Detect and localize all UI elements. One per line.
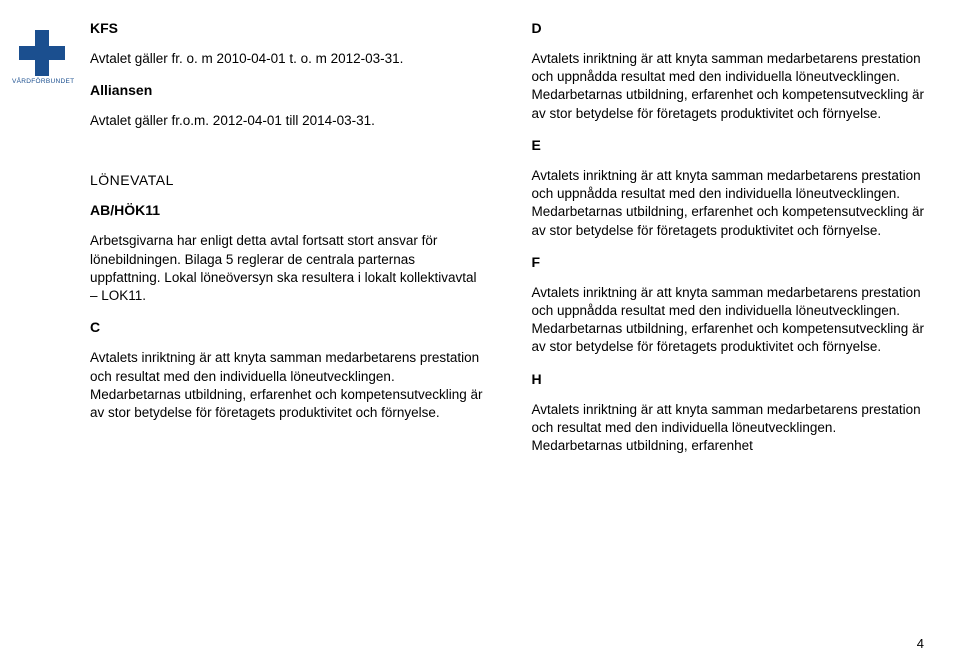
text-h: Avtalets inriktning är att knyta samman … — [532, 401, 926, 456]
heading-alliansen: Alliansen — [90, 82, 484, 98]
logo: VÅRDFÖRBUNDET — [12, 30, 72, 85]
page-number: 4 — [917, 636, 924, 651]
heading-lonevatal: LÖNEVATAL — [90, 172, 484, 188]
right-column: D Avtalets inriktning är att knyta samma… — [532, 20, 926, 469]
heading-abhok: AB/HÖK11 — [90, 202, 484, 218]
logo-text: VÅRDFÖRBUNDET — [12, 78, 72, 85]
heading-kfs: KFS — [90, 20, 484, 36]
text-kfs: Avtalet gäller fr. o. m 2010-04-01 t. o.… — [90, 50, 484, 68]
heading-f: F — [532, 254, 926, 270]
logo-cross-icon — [19, 30, 65, 76]
left-column: KFS Avtalet gäller fr. o. m 2010-04-01 t… — [90, 20, 484, 469]
heading-d: D — [532, 20, 926, 36]
page-content: KFS Avtalet gäller fr. o. m 2010-04-01 t… — [90, 20, 925, 469]
text-abhok: Arbetsgivarna har enligt detta avtal for… — [90, 232, 484, 305]
text-d: Avtalets inriktning är att knyta samman … — [532, 50, 926, 123]
heading-c: C — [90, 319, 484, 335]
heading-h: H — [532, 371, 926, 387]
text-c: Avtalets inriktning är att knyta samman … — [90, 349, 484, 422]
text-alliansen: Avtalet gäller fr.o.m. 2012-04-01 till 2… — [90, 112, 484, 130]
text-f: Avtalets inriktning är att knyta samman … — [532, 284, 926, 357]
text-e: Avtalets inriktning är att knyta samman … — [532, 167, 926, 240]
heading-e: E — [532, 137, 926, 153]
